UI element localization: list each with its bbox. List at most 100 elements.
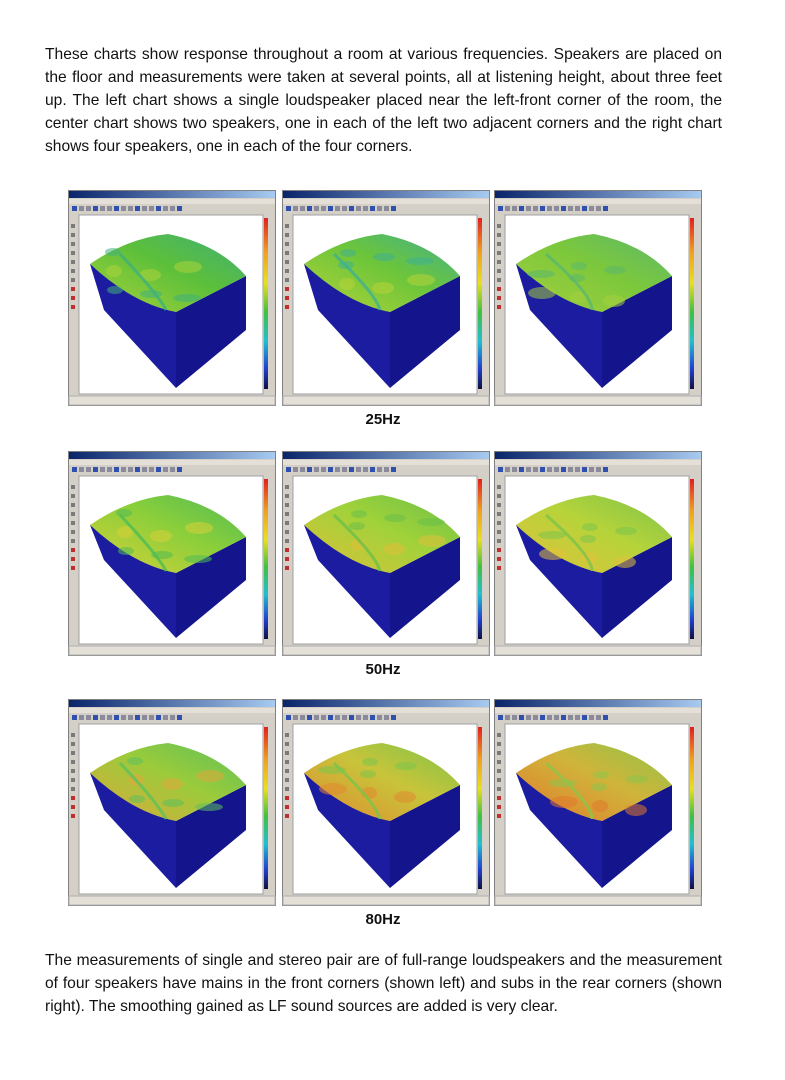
toolbar-icon <box>149 206 154 211</box>
toolbar-icon <box>170 715 175 720</box>
toolbar-icon <box>349 206 354 211</box>
side-icon <box>71 233 75 237</box>
surface-top <box>90 234 246 312</box>
side-icon <box>285 733 289 737</box>
toolbar-icon <box>79 206 84 211</box>
block-right-face <box>390 785 460 888</box>
title-bar <box>495 700 701 707</box>
title-bar <box>69 700 275 707</box>
toolbar-icon <box>107 206 112 211</box>
side-icon <box>497 521 501 525</box>
side-icon <box>285 796 289 800</box>
side-icon <box>285 224 289 228</box>
toolbar-icon <box>349 467 354 472</box>
toolbar-icon <box>356 206 361 211</box>
toolbar-icon <box>498 715 503 720</box>
toolbar-icon <box>149 715 154 720</box>
status-bar <box>494 895 702 906</box>
toolbar-icon <box>533 467 538 472</box>
side-icon <box>497 760 501 764</box>
toolbar-icon <box>170 467 175 472</box>
colorbar <box>264 479 268 639</box>
toolbar-icon <box>307 206 312 211</box>
colorbar <box>690 218 694 389</box>
toolbar-icon <box>561 467 566 472</box>
surface-blob <box>604 266 626 274</box>
menu-bar <box>283 460 489 465</box>
figure-row: 80Hz <box>68 699 708 928</box>
side-icon <box>71 539 75 543</box>
toolbar-icon <box>114 715 119 720</box>
toolbar-icon <box>370 715 375 720</box>
surface-blob <box>570 291 586 303</box>
side-icon <box>497 305 501 309</box>
surface-blob <box>116 509 132 517</box>
app-window <box>68 699 276 906</box>
toolbar-icon <box>300 467 305 472</box>
toolbar-icon <box>519 467 524 472</box>
toolbar-icon <box>93 206 98 211</box>
surface-top <box>304 495 460 573</box>
side-icon <box>285 494 289 498</box>
figure-panels <box>68 190 702 406</box>
block-right-face <box>176 785 246 888</box>
side-icon <box>71 760 75 764</box>
status-bar <box>68 645 276 656</box>
block-left-face <box>90 525 176 638</box>
surface-blob <box>107 286 123 294</box>
side-icon <box>71 742 75 746</box>
toolbar-icon <box>603 715 608 720</box>
toolbar-icon <box>307 715 312 720</box>
toolbar-icon <box>149 467 154 472</box>
status-bar <box>282 895 490 906</box>
surface-blob <box>362 758 378 766</box>
toolbar-icon <box>286 467 291 472</box>
toolbar-icon <box>512 715 517 720</box>
surface-blob <box>373 253 395 261</box>
block-left-face <box>90 773 176 888</box>
toolbar-icon <box>377 467 382 472</box>
side-icon <box>285 769 289 773</box>
toolbar-icon <box>79 715 84 720</box>
outro-paragraph: The measurements of single and stereo pa… <box>45 952 722 1015</box>
side-icon <box>497 814 501 818</box>
side-icon <box>497 503 501 507</box>
toolbar-icon <box>135 715 140 720</box>
toolbar-icon <box>498 206 503 211</box>
toolbar-icon <box>589 467 594 472</box>
side-icon <box>497 242 501 246</box>
side-icon <box>497 287 501 291</box>
side-icon <box>285 512 289 516</box>
toolbar-icon <box>328 715 333 720</box>
side-icon <box>285 260 289 264</box>
toolbar-icon <box>86 715 91 720</box>
toolbar-icon <box>128 467 133 472</box>
toolbar-icon <box>142 467 147 472</box>
surface-ridge <box>545 761 594 820</box>
toolbar-icon <box>540 206 545 211</box>
toolbar-icon <box>540 715 545 720</box>
surface-ridge <box>332 761 382 820</box>
toolbar-icon <box>328 206 333 211</box>
surface-blob <box>603 295 625 307</box>
surface-top <box>304 743 460 821</box>
side-icon <box>71 796 75 800</box>
surface-blob <box>118 547 134 555</box>
toolbar-icon <box>86 206 91 211</box>
side-icon <box>497 566 501 570</box>
toolbar-icon <box>93 467 98 472</box>
toolbar-icon <box>121 715 126 720</box>
side-icon <box>71 787 75 791</box>
toolbar-icon <box>128 715 133 720</box>
block-left-face <box>304 525 390 638</box>
toolbar-icon <box>519 206 524 211</box>
side-icon <box>285 805 289 809</box>
toolbar-icon <box>575 206 580 211</box>
side-icon <box>497 224 501 228</box>
toolbar-icon <box>519 715 524 720</box>
status-bar <box>494 645 702 656</box>
side-icon <box>497 539 501 543</box>
title-bar <box>283 700 489 707</box>
toolbar-icon <box>293 467 298 472</box>
